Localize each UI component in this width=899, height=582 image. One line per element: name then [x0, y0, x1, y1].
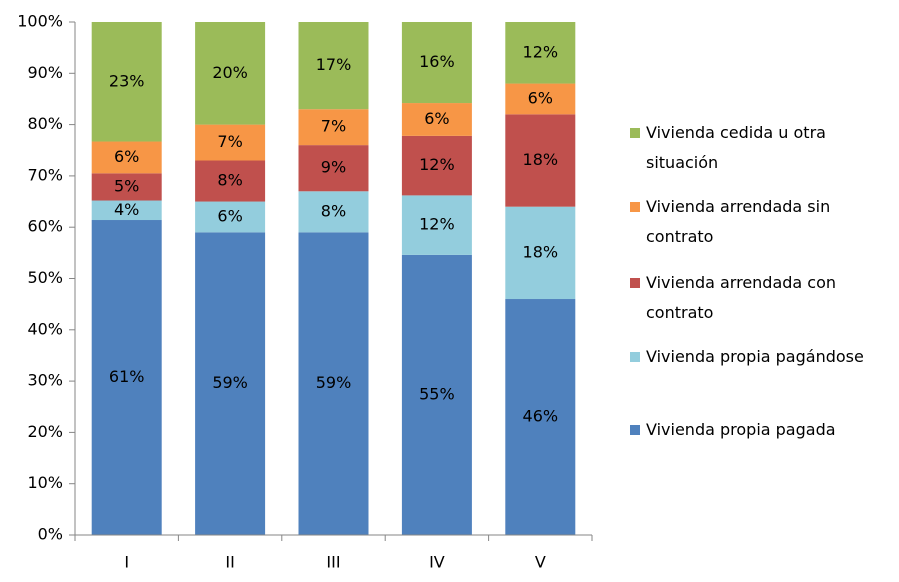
- bar-segment: [505, 206, 576, 300]
- legend-swatch: [630, 278, 640, 288]
- bar-segment: [298, 232, 369, 535]
- legend-label: Vivienda propia pagada: [646, 420, 836, 439]
- bar-segment: [401, 103, 472, 136]
- y-tick-label: 30%: [27, 371, 63, 390]
- data-label: 6%: [528, 88, 553, 107]
- data-label: 18%: [523, 150, 559, 169]
- legend-label: Vivienda arrendada con contrato: [646, 273, 837, 322]
- y-tick-label: 60%: [27, 217, 63, 236]
- x-tick-label: I: [124, 553, 129, 572]
- data-label: 12%: [523, 42, 559, 61]
- y-tick-label: 100%: [17, 12, 63, 31]
- bar-segment: [195, 232, 266, 535]
- data-label: 16%: [419, 52, 455, 71]
- bar-segment: [505, 83, 576, 115]
- bar-segment: [195, 124, 266, 161]
- legend-swatch: [630, 202, 640, 212]
- y-tick-label: 10%: [27, 473, 63, 492]
- data-label: 23%: [109, 71, 145, 90]
- legend-swatch: [630, 352, 640, 362]
- bar-segment: [91, 141, 162, 174]
- legend-item: Vivienda propia pagándose: [630, 342, 892, 372]
- data-label: 8%: [217, 171, 242, 190]
- data-label: 61%: [109, 367, 145, 386]
- legend-label: Vivienda arrendada sin contrato: [646, 197, 831, 246]
- legend-item: Vivienda cedida u otra situación: [630, 118, 892, 178]
- data-label: 59%: [212, 373, 248, 392]
- data-label: 9%: [321, 158, 346, 177]
- y-tick-label: 50%: [27, 268, 63, 287]
- bar-segment: [195, 201, 266, 233]
- legend-swatch: [630, 128, 640, 138]
- data-label: 8%: [321, 201, 346, 220]
- bar-segment: [401, 22, 472, 104]
- data-label: 20%: [212, 63, 248, 82]
- x-tick-label: III: [326, 553, 340, 572]
- bar-segment: [195, 22, 266, 125]
- legend-item: Vivienda arrendada sin contrato: [630, 192, 892, 252]
- bar-segment: [91, 220, 162, 535]
- x-tick-label: V: [535, 553, 546, 572]
- data-label: 4%: [114, 200, 139, 219]
- y-tick-label: 40%: [27, 319, 63, 338]
- data-label: 18%: [523, 242, 559, 261]
- x-tick-label: II: [225, 553, 234, 572]
- bar-segment: [505, 22, 576, 84]
- x-tick-label: IV: [429, 553, 445, 572]
- data-label: 7%: [217, 132, 242, 151]
- y-tick-label: 90%: [27, 63, 63, 82]
- data-label: 46%: [523, 407, 559, 426]
- data-label: 12%: [419, 155, 455, 174]
- bar-segment: [195, 160, 266, 202]
- bar-segment: [298, 145, 369, 192]
- legend-label: Vivienda cedida u otra situación: [646, 123, 826, 172]
- data-label: 6%: [424, 109, 449, 128]
- data-label: 5%: [114, 176, 139, 195]
- bar-segment: [298, 191, 369, 233]
- bar-segment: [505, 299, 576, 535]
- bar-segment: [91, 200, 162, 221]
- bar-segment: [91, 22, 162, 142]
- bar-segment: [505, 114, 576, 207]
- legend-item: Vivienda propia pagada: [630, 415, 892, 445]
- legend-label: Vivienda propia pagándose: [646, 347, 864, 366]
- data-label: 7%: [321, 117, 346, 136]
- bar-segment: [298, 22, 369, 110]
- y-tick-label: 70%: [27, 165, 63, 184]
- bar-segment: [401, 195, 472, 255]
- data-label: 12%: [419, 215, 455, 234]
- data-label: 6%: [114, 147, 139, 166]
- legend-item: Vivienda arrendada con contrato: [630, 268, 892, 328]
- bar-segment: [401, 135, 472, 196]
- data-label: 55%: [419, 384, 455, 403]
- y-tick-label: 20%: [27, 422, 63, 441]
- data-label: 17%: [316, 55, 352, 74]
- bar-segment: [298, 109, 369, 146]
- y-tick-label: 80%: [27, 114, 63, 133]
- y-tick-label: 0%: [38, 525, 63, 544]
- data-label: 6%: [217, 206, 242, 225]
- data-label: 59%: [316, 373, 352, 392]
- bar-segment: [401, 254, 472, 536]
- bar-segment: [91, 173, 162, 201]
- legend-swatch: [630, 425, 640, 435]
